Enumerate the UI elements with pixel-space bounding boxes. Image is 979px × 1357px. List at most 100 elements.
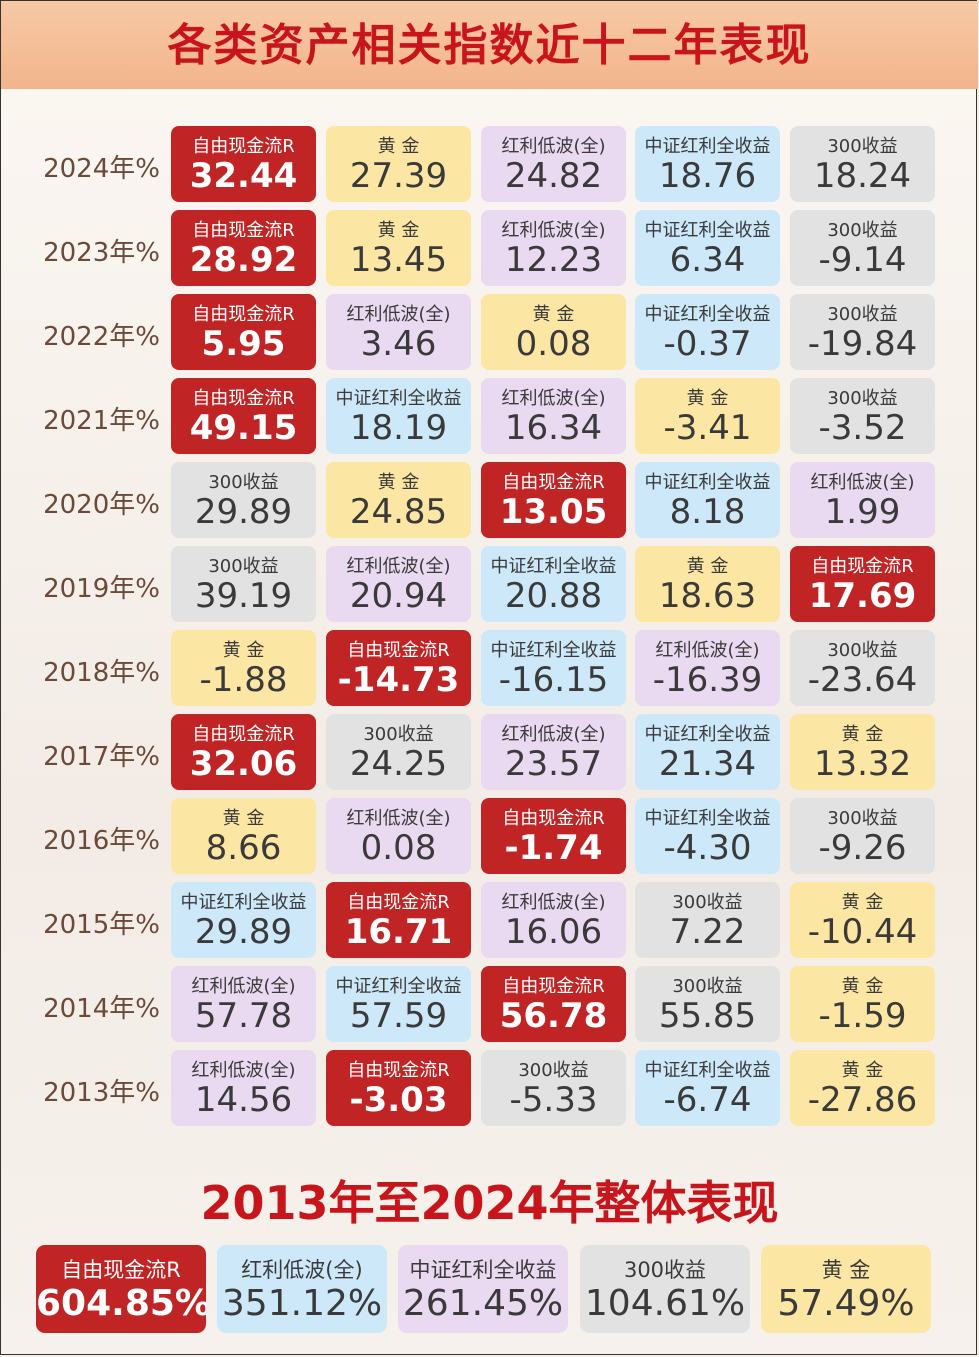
asset-cell: 300收益 -19.84 (790, 294, 935, 370)
asset-name: 300收益 (208, 472, 279, 493)
asset-return-value: 20.94 (349, 576, 448, 616)
asset-return-value: 32.06 (189, 744, 298, 784)
year-label: 2024年% (43, 154, 160, 184)
asset-return-value: 57.78 (194, 996, 293, 1036)
asset-name: 300收益 (827, 136, 898, 157)
asset-cell: 红利低波(全) 12.23 (481, 210, 626, 286)
asset-return-value: -10.44 (807, 912, 918, 952)
year-label: 2021年% (43, 406, 160, 436)
asset-cell: 黄 金 -3.41 (635, 378, 780, 454)
asset-return-value: -9.14 (818, 240, 907, 280)
summary-asset-name: 中证红利全收益 (409, 1258, 557, 1282)
asset-cell: 中证红利全收益 21.34 (635, 714, 780, 790)
asset-return-value: 16.71 (344, 912, 453, 952)
asset-return-value: 21.34 (658, 744, 757, 784)
asset-cell: 中证红利全收益 18.19 (326, 378, 471, 454)
asset-name: 黄 金 (841, 724, 884, 745)
summary-asset-name: 黄 金 (821, 1258, 871, 1282)
asset-cell: 红利低波(全) 14.56 (171, 1050, 316, 1126)
asset-name: 红利低波(全) (346, 808, 451, 829)
asset-cell: 黄 金 8.66 (171, 798, 316, 874)
asset-name: 中证红利全收益 (335, 388, 462, 409)
asset-name: 300收益 (827, 640, 898, 661)
asset-cell: 中证红利全收益 -16.15 (481, 630, 626, 706)
summary-return-value: 351.12% (221, 1283, 383, 1324)
asset-cell: 自由现金流R 16.71 (326, 882, 471, 958)
asset-cell: 黄 金 -10.44 (790, 882, 935, 958)
asset-name: 自由现金流R (192, 136, 295, 157)
asset-name: 黄 金 (841, 976, 884, 997)
asset-cell: 中证红利全收益 18.76 (635, 126, 780, 202)
summary-title: 2013年至2024年整体表现 (200, 1176, 779, 1230)
summary-return-value: 604.85% (36, 1283, 206, 1324)
asset-return-value: -27.86 (807, 1080, 918, 1120)
asset-cell: 300收益 -23.64 (790, 630, 935, 706)
asset-cell: 300收益 29.89 (171, 462, 316, 538)
asset-return-value: -1.59 (818, 996, 907, 1036)
summary-cell: 中证红利全收益 261.45% (398, 1245, 568, 1333)
asset-return-value: -9.26 (818, 828, 907, 868)
asset-return-value: 55.85 (658, 996, 757, 1036)
asset-name: 300收益 (518, 1060, 589, 1081)
asset-name: 300收益 (672, 976, 743, 997)
asset-return-value: 24.25 (349, 744, 448, 784)
asset-cell: 中证红利全收益 8.18 (635, 462, 780, 538)
asset-return-value: 49.15 (189, 408, 298, 448)
asset-return-value: 23.57 (504, 744, 603, 784)
asset-return-value: 7.22 (669, 912, 746, 952)
asset-cell: 红利低波(全) 23.57 (481, 714, 626, 790)
asset-return-value: 24.85 (349, 492, 448, 532)
asset-cell: 300收益 55.85 (635, 966, 780, 1042)
summary-return-value: 261.45% (402, 1283, 564, 1324)
asset-name: 红利低波(全) (501, 136, 606, 157)
asset-name: 300收益 (827, 304, 898, 325)
asset-name: 黄 金 (686, 556, 729, 577)
asset-name: 黄 金 (222, 808, 265, 829)
asset-return-value: -3.41 (663, 408, 752, 448)
asset-return-value: 27.39 (349, 156, 448, 196)
asset-name: 红利低波(全) (810, 472, 915, 493)
asset-name: 中证红利全收益 (180, 892, 307, 913)
asset-cell: 黄 金 18.63 (635, 546, 780, 622)
asset-return-value: -0.37 (663, 324, 752, 364)
year-label: 2013年% (43, 1078, 160, 1108)
asset-cell: 中证红利全收益 -4.30 (635, 798, 780, 874)
asset-cell: 中证红利全收益 6.34 (635, 210, 780, 286)
summary-asset-name: 红利低波(全) (241, 1258, 363, 1282)
asset-return-value: 8.66 (205, 828, 282, 868)
asset-cell: 红利低波(全) 24.82 (481, 126, 626, 202)
asset-cell: 黄 金 24.85 (326, 462, 471, 538)
asset-return-value: 5.95 (201, 324, 286, 364)
summary-cell: 自由现金流R 604.85% (36, 1245, 206, 1333)
asset-name: 中证红利全收益 (644, 1060, 771, 1081)
asset-name: 黄 金 (377, 472, 420, 493)
asset-name: 中证红利全收益 (644, 472, 771, 493)
asset-name: 中证红利全收益 (644, 136, 771, 157)
asset-return-value: 28.92 (189, 240, 298, 280)
asset-name: 红利低波(全) (191, 1060, 296, 1081)
summary-asset-name: 自由现金流R (61, 1258, 181, 1282)
asset-name: 中证红利全收益 (644, 808, 771, 829)
asset-cell: 黄 金 -1.59 (790, 966, 935, 1042)
asset-return-value: 14.56 (194, 1080, 293, 1120)
asset-name: 红利低波(全) (501, 892, 606, 913)
asset-name: 红利低波(全) (501, 220, 606, 241)
year-label: 2018年% (43, 658, 160, 688)
asset-name: 中证红利全收益 (335, 976, 462, 997)
summary-return-value: 57.49% (777, 1283, 915, 1324)
summary-return-value: 104.61% (584, 1283, 746, 1324)
asset-name: 自由现金流R (811, 556, 914, 577)
asset-name: 自由现金流R (347, 892, 450, 913)
asset-cell: 300收益 39.19 (171, 546, 316, 622)
asset-cell: 黄 金 -1.88 (171, 630, 316, 706)
asset-return-value: 20.88 (504, 576, 603, 616)
asset-name: 黄 金 (222, 640, 265, 661)
asset-name: 中证红利全收益 (490, 640, 617, 661)
asset-return-value: -1.88 (199, 660, 288, 700)
asset-cell: 中证红利全收益 29.89 (171, 882, 316, 958)
asset-name: 300收益 (672, 892, 743, 913)
asset-return-value: 18.19 (349, 408, 448, 448)
asset-cell: 红利低波(全) 1.99 (790, 462, 935, 538)
asset-return-value: 18.24 (813, 156, 912, 196)
asset-cell: 自由现金流R 17.69 (790, 546, 935, 622)
